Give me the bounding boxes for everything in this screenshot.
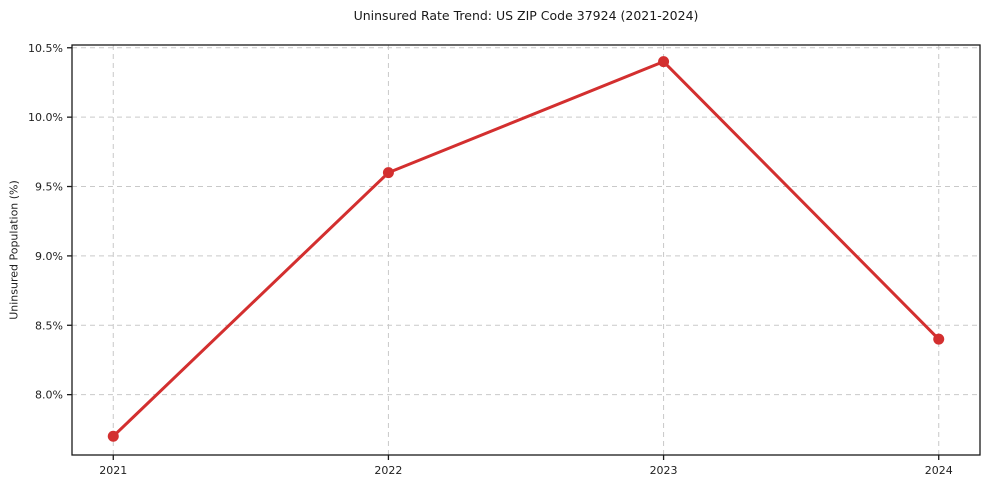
chart-title: Uninsured Rate Trend: US ZIP Code 37924 … (353, 8, 699, 23)
plot-border (71, 44, 981, 456)
y-tick-label: 10.5% (28, 42, 63, 55)
x-tick-label: 2021 (99, 464, 127, 477)
y-tick-label: 9.0% (35, 250, 63, 263)
x-tick-label: 2023 (650, 464, 678, 477)
y-axis-title: Uninsured Population (%) (7, 180, 21, 320)
trend-line (112, 60, 940, 438)
y-tick-label: 9.5% (35, 181, 63, 194)
data-point-2022 (382, 167, 394, 179)
x-tick-label: 2022 (374, 464, 402, 477)
data-point-2024 (933, 333, 945, 345)
y-tick-label: 10.0% (28, 111, 63, 124)
y-tick-label: 8.0% (35, 389, 63, 402)
data-point-2023 (658, 56, 670, 68)
x-tick-label: 2024 (925, 464, 953, 477)
data-point-2021 (107, 430, 119, 442)
y-tick-label: 8.5% (35, 319, 63, 332)
